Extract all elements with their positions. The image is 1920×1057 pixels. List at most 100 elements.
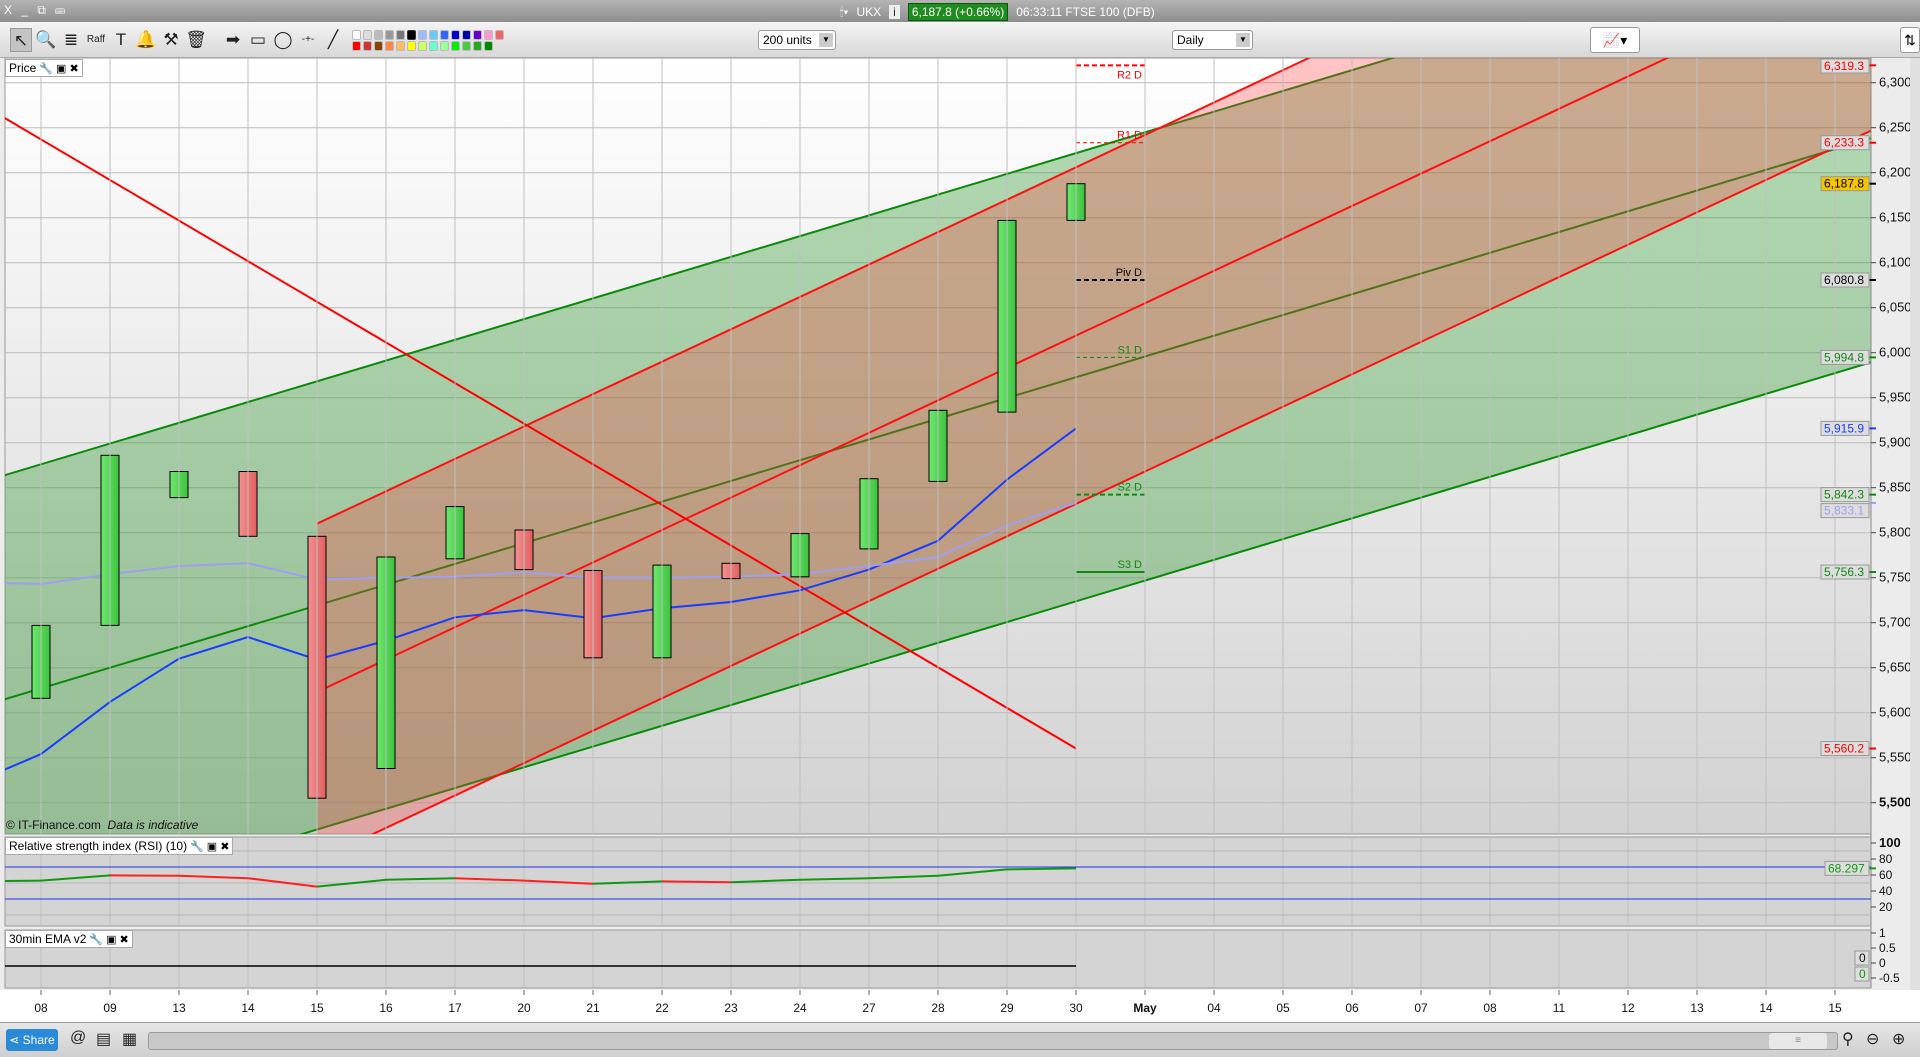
symbol-label[interactable]: UKX <box>856 5 882 19</box>
close-icon[interactable]: ✖ <box>69 62 79 75</box>
color-swatch[interactable] <box>473 30 482 40</box>
raff-channel-tool[interactable]: Raff <box>86 34 106 45</box>
rsi-tick-label: 100 <box>1879 835 1901 850</box>
price-tick-label: 5,900 <box>1879 435 1912 450</box>
zoom-out-icon[interactable]: ⊖ <box>1866 1031 1880 1048</box>
window-controls[interactable]: X _ ⧉ ⌨ <box>4 3 68 17</box>
wrench-icon[interactable]: 🔧 <box>39 62 54 75</box>
color-swatch[interactable] <box>374 30 383 40</box>
link-icon[interactable]: @ <box>70 1029 87 1046</box>
price-pane-label: Price 🔧 ▣ ✖ <box>5 59 83 77</box>
color-swatch[interactable] <box>484 30 493 40</box>
wrench-icon[interactable]: 🔧 <box>89 933 104 946</box>
time-label: 08 <box>1483 1001 1497 1015</box>
rsi-segment <box>1006 867 1077 871</box>
color-swatch[interactable] <box>440 30 449 40</box>
color-swatch[interactable] <box>407 30 416 40</box>
time-scrollbar[interactable]: ≡ <box>148 1032 1838 1050</box>
zoom-in-icon[interactable]: ⊕ <box>1892 1031 1906 1048</box>
maximize-icon[interactable]: ▣ <box>206 840 218 853</box>
time-label: 14 <box>241 1001 255 1015</box>
ellipse-tool[interactable]: ◯ <box>273 30 293 49</box>
time-axis <box>0 990 1920 1022</box>
info-icon[interactable]: i <box>889 5 900 19</box>
maximize-icon[interactable]: ▣ <box>106 933 117 946</box>
data-table-icon[interactable]: ▤ <box>96 1031 112 1048</box>
scrollbar-thumb[interactable]: ≡ <box>1769 1033 1827 1049</box>
color-swatch[interactable] <box>374 41 383 51</box>
close-icon[interactable]: ✖ <box>119 933 129 946</box>
color-swatch[interactable] <box>352 30 361 40</box>
color-swatch[interactable] <box>429 41 438 51</box>
color-swatch[interactable] <box>462 41 471 51</box>
time-label: 08 <box>34 1001 48 1015</box>
color-swatch[interactable] <box>396 41 405 51</box>
trend-line-tool[interactable]: ╱ <box>327 30 339 49</box>
arrow-tool[interactable]: ➡ <box>225 30 241 49</box>
share-label: Share <box>22 1033 55 1047</box>
rectangle-tool[interactable]: ▭ <box>249 30 267 49</box>
fibonacci-tool[interactable]: ≣ <box>63 30 79 49</box>
color-swatch[interactable] <box>396 30 405 40</box>
pointer-tool[interactable]: ↖ <box>10 28 32 52</box>
text-tool[interactable]: T <box>115 30 127 49</box>
color-swatch[interactable] <box>385 41 394 51</box>
chart-type-icon[interactable]: ⚲ <box>1842 1031 1854 1048</box>
ema-tick-label: 1 <box>1879 926 1886 940</box>
time-label: 30 <box>1069 1001 1083 1015</box>
chevron-down-icon[interactable]: ▼ <box>1236 33 1250 47</box>
chart-canvas[interactable]: R2 D R1 D Piv D S1 D S2 D S3 D 08 09 13 14 15 16 17 2… <box>0 58 1920 1022</box>
alert-tool[interactable]: 🔔 <box>135 30 157 49</box>
color-swatch[interactable] <box>363 41 372 51</box>
color-swatch[interactable] <box>484 41 493 51</box>
vertical-scrollbar[interactable] <box>1910 58 1920 990</box>
units-select[interactable]: 200 units ▼ <box>758 30 836 50</box>
chevron-down-icon[interactable]: ▼ <box>819 33 833 47</box>
candlestick-icon[interactable]: 🕯▾ <box>840 4 849 19</box>
side-panel-toggle[interactable]: ⇅ <box>1900 27 1920 53</box>
zoom-tool[interactable]: 🔍 <box>35 30 57 49</box>
delete-tool[interactable]: 🗑 <box>185 30 207 49</box>
time-label: 22 <box>655 1001 669 1015</box>
share-button[interactable]: ⋖ Share <box>6 1029 58 1051</box>
settings-tool[interactable]: ⚒ <box>163 30 179 49</box>
color-swatch[interactable] <box>451 41 460 51</box>
time-label: 13 <box>172 1001 186 1015</box>
price-tag-label: 5,994.8 <box>1824 350 1864 364</box>
color-swatch[interactable] <box>385 30 394 40</box>
ema-tag-label: 0 <box>1859 967 1866 981</box>
price-tag-label: 5,915.9 <box>1824 421 1864 435</box>
color-swatch[interactable] <box>462 30 471 40</box>
interval-select[interactable]: Daily ▼ <box>1172 30 1253 50</box>
price-tick-label: 5,500 <box>1879 795 1912 810</box>
color-swatch[interactable] <box>495 30 504 40</box>
color-swatch[interactable] <box>418 41 427 51</box>
maximize-icon[interactable]: ▣ <box>56 62 67 75</box>
wrench-icon[interactable]: 🔧 <box>190 840 204 853</box>
color-swatch[interactable] <box>352 41 361 51</box>
color-swatch[interactable] <box>440 41 449 51</box>
indicator-menu-button[interactable]: 📈▾ <box>1590 27 1640 53</box>
price-tag-label: 6,233.3 <box>1824 136 1864 150</box>
horizontal-line-tool[interactable]: -+- <box>301 34 315 45</box>
channel-line <box>5 58 1396 477</box>
ema-tag <box>1854 966 1870 982</box>
rsi-segment <box>178 874 249 880</box>
pivot-label: S3 D <box>1118 559 1143 571</box>
color-swatch[interactable] <box>407 41 416 51</box>
pivot-label: S2 D <box>1118 482 1143 494</box>
rsi-tag-label: 68.297 <box>1828 861 1865 875</box>
price-tag-label: 5,756.3 <box>1824 565 1864 579</box>
price-tag-label: 5,560.2 <box>1824 742 1864 756</box>
color-swatch[interactable] <box>363 30 372 40</box>
color-swatch[interactable] <box>429 30 438 40</box>
price-tick-label: 5,850 <box>1879 480 1912 495</box>
rsi-segment <box>454 877 525 882</box>
color-swatch[interactable] <box>451 30 460 40</box>
bars-icon[interactable]: ▦ <box>122 1031 138 1048</box>
color-swatch[interactable] <box>418 30 427 40</box>
close-icon[interactable]: ✖ <box>220 840 230 853</box>
price-tag-label: 5,842.3 <box>1824 488 1864 502</box>
color-swatch[interactable] <box>473 41 482 51</box>
rsi-segment <box>523 879 594 885</box>
